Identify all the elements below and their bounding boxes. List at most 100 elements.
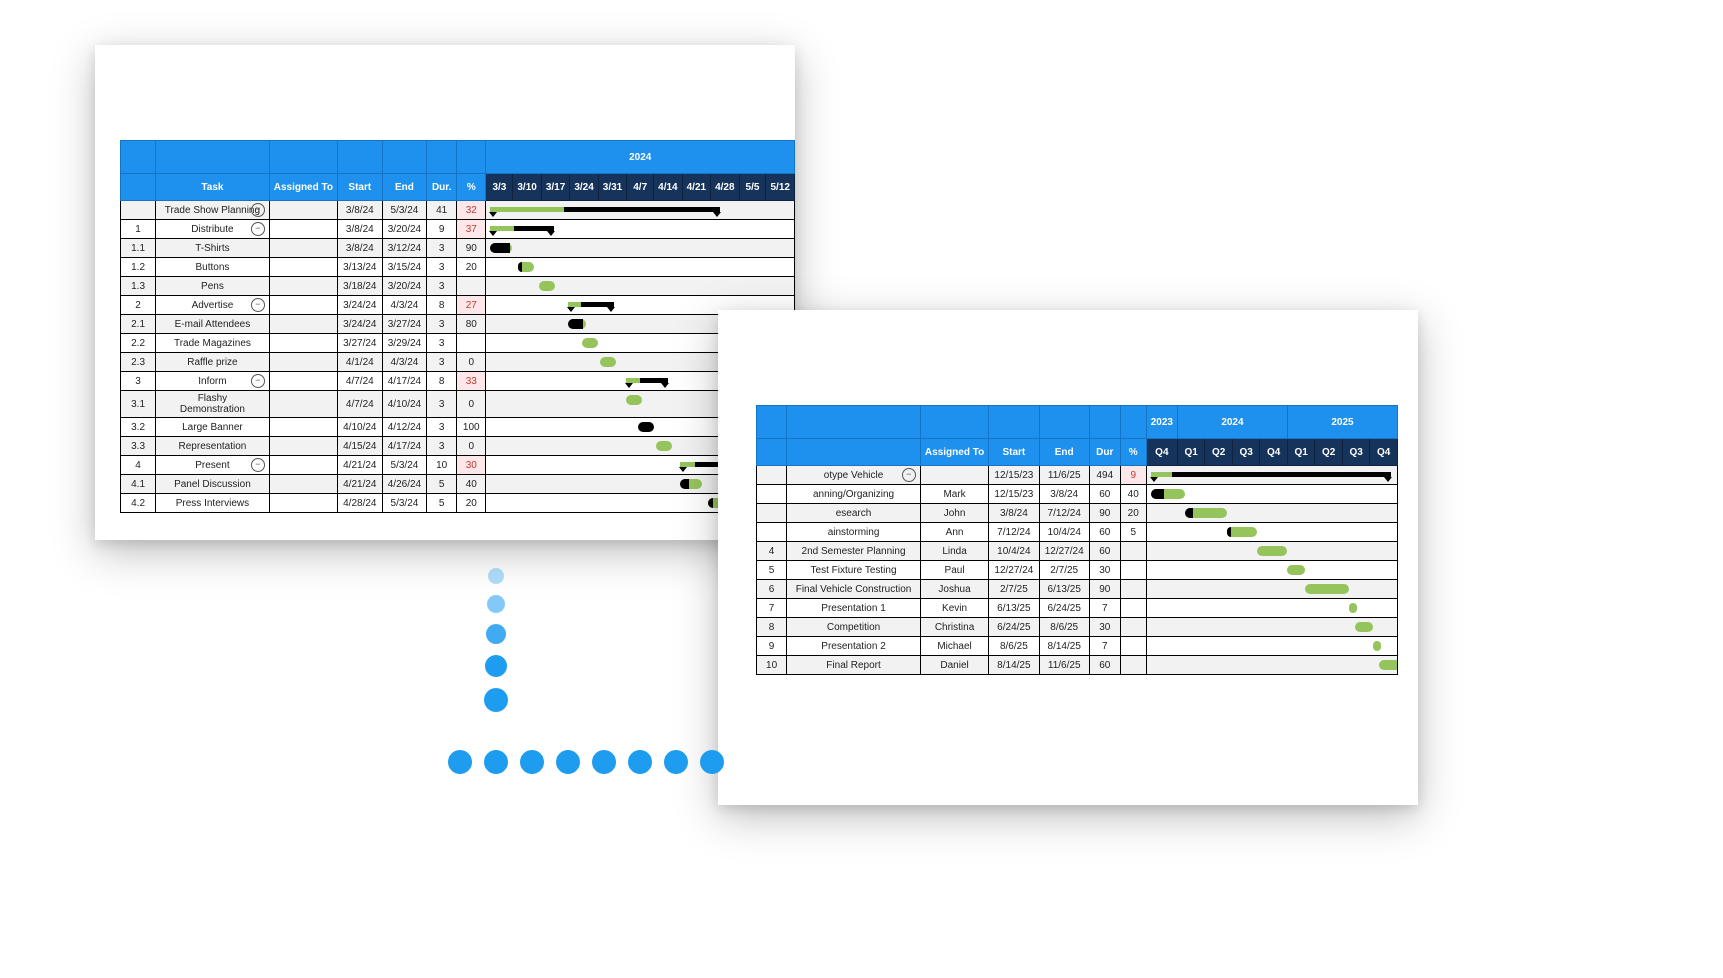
row-dur: 60 [1089, 485, 1120, 504]
row-assigned [269, 220, 337, 239]
timeline-header-cell: 4/14 [654, 174, 682, 201]
timeline-header-cell: 3/31 [598, 174, 626, 201]
row-end: 4/26/24 [382, 475, 427, 494]
row-start: 3/8/24 [337, 239, 382, 258]
row-id: 10 [757, 656, 787, 675]
row-id [757, 466, 787, 485]
row-id [757, 485, 787, 504]
table-row: 6Final Vehicle ConstructionJoshua2/7/256… [757, 580, 1398, 599]
timeline-header-cell: Q1 [1177, 439, 1204, 466]
row-assigned: Christina [920, 618, 988, 637]
row-pct: 0 [457, 353, 486, 372]
row-start: 3/13/24 [337, 258, 382, 277]
row-assigned [269, 372, 337, 391]
expand-icon[interactable]: − [251, 222, 265, 236]
row-bar-cell [1146, 599, 1397, 618]
row-assigned [269, 456, 337, 475]
task-bar [1305, 584, 1349, 594]
row-dur: 8 [427, 296, 457, 315]
row-task: FlashyDemonstration [156, 391, 270, 418]
row-bar-cell [1146, 637, 1397, 656]
row-end: 5/3/24 [382, 201, 427, 220]
dot [556, 750, 580, 774]
row-end: 3/20/24 [382, 277, 427, 296]
row-task: Pens [156, 277, 270, 296]
row-dur: 3 [427, 334, 457, 353]
row-task: Inform− [156, 372, 270, 391]
row-end: 10/4/24 [1039, 523, 1089, 542]
row-task: Advertise− [156, 296, 270, 315]
task-bar [568, 319, 586, 329]
row-id: 1 [121, 220, 156, 239]
row-pct [1120, 561, 1146, 580]
summary-progress [490, 226, 514, 231]
summary-progress [680, 462, 694, 467]
timeline-header-cell: Q4 [1370, 439, 1398, 466]
row-task: 2nd Semester Planning [787, 542, 921, 561]
expand-icon[interactable]: − [251, 203, 265, 217]
row-bar-cell [1146, 542, 1397, 561]
task-bar [638, 422, 654, 432]
row-bar-cell [486, 277, 795, 296]
row-start: 6/24/25 [989, 618, 1039, 637]
row-task: Trade Magazines [156, 334, 270, 353]
row-pct: 90 [457, 239, 486, 258]
timeline-header-cell: Q4 [1260, 439, 1287, 466]
col-end-label: End [382, 174, 427, 201]
row-id: 2.3 [121, 353, 156, 372]
row-end: 7/12/24 [1039, 504, 1089, 523]
col-id-label [121, 174, 156, 201]
row-start: 8/14/25 [989, 656, 1039, 675]
row-assigned: John [920, 504, 988, 523]
row-assigned: Michael [920, 637, 988, 656]
row-assigned [269, 277, 337, 296]
row-end: 6/24/25 [1039, 599, 1089, 618]
year-header: 2023 [1146, 406, 1177, 439]
row-start: 12/27/24 [989, 561, 1039, 580]
dot [628, 750, 652, 774]
row-task: Final Report [787, 656, 921, 675]
expand-icon[interactable]: − [251, 298, 265, 312]
expand-icon[interactable]: − [251, 458, 265, 472]
task-bar [490, 243, 512, 253]
task-bar [1349, 603, 1357, 613]
row-assigned [269, 353, 337, 372]
col-id-header [121, 141, 156, 174]
row-task: esearch [787, 504, 921, 523]
row-task: Trade Show Planning− [156, 201, 270, 220]
row-task: ainstorming [787, 523, 921, 542]
dot [484, 750, 508, 774]
row-bar-cell [1146, 523, 1397, 542]
table-row: Trade Show Planning−3/8/245/3/244132 [121, 201, 795, 220]
row-dur: 8 [427, 372, 457, 391]
row-end: 4/17/24 [382, 372, 427, 391]
row-task: Large Banner [156, 418, 270, 437]
timeline-header-cell: 3/17 [541, 174, 569, 201]
table-row: ainstormingAnn7/12/2410/4/24605 [757, 523, 1398, 542]
row-pct [1120, 656, 1146, 675]
row-assigned [269, 437, 337, 456]
timeline-header-cell: 3/3 [486, 174, 513, 201]
task-bar [1287, 565, 1305, 575]
row-task: Test Fixture Testing [787, 561, 921, 580]
task-bar-progress [680, 479, 689, 489]
gantt-table: 2024TaskAssigned ToStartEndDur.%3/33/103… [120, 140, 795, 513]
col-pct-header [1120, 406, 1146, 439]
col-start-header [337, 141, 382, 174]
row-id [757, 523, 787, 542]
table-row: 2.3Raffle prize4/1/244/3/2430 [121, 353, 795, 372]
dot [592, 750, 616, 774]
expand-icon[interactable]: − [902, 468, 916, 482]
task-bar-progress [1151, 489, 1165, 499]
row-assigned: Ann [920, 523, 988, 542]
row-start: 8/6/25 [989, 637, 1039, 656]
gantt-card-left: 2024TaskAssigned ToStartEndDur.%3/33/103… [95, 45, 795, 540]
expand-icon[interactable]: − [251, 374, 265, 388]
row-bar-cell [486, 220, 795, 239]
task-bar [680, 479, 702, 489]
row-pct: 33 [457, 372, 486, 391]
dot [520, 750, 544, 774]
row-end: 2/7/25 [1039, 561, 1089, 580]
row-dur: 494 [1089, 466, 1120, 485]
row-task: Present− [156, 456, 270, 475]
